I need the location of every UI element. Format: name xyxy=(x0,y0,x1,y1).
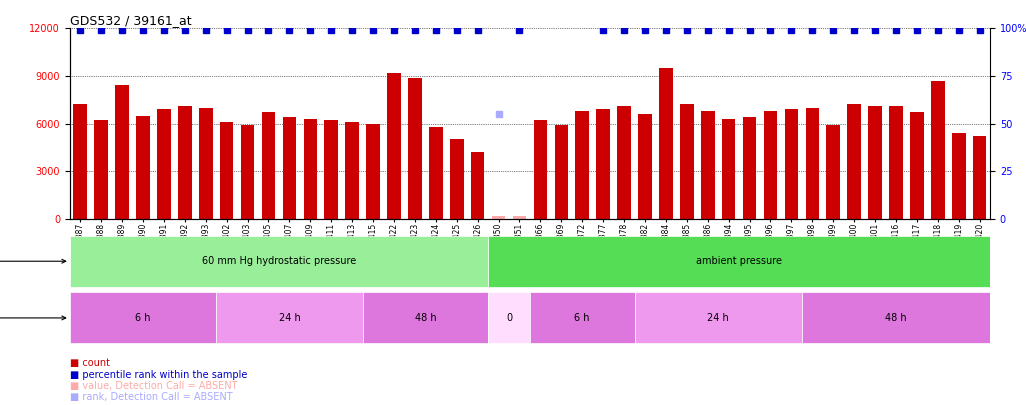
Bar xyxy=(177,106,192,219)
Bar xyxy=(513,215,526,219)
Text: 60 mm Hg hydrostatic pressure: 60 mm Hg hydrostatic pressure xyxy=(202,256,356,266)
Text: 48 h: 48 h xyxy=(885,313,907,323)
Bar xyxy=(387,73,401,219)
Text: time: time xyxy=(0,313,66,323)
Bar xyxy=(868,106,882,219)
Bar xyxy=(408,77,422,219)
Bar xyxy=(362,292,488,343)
Bar xyxy=(491,215,506,219)
Bar xyxy=(722,119,736,219)
Bar xyxy=(554,125,568,219)
Bar xyxy=(952,133,965,219)
Bar xyxy=(366,124,380,219)
Bar xyxy=(802,292,990,343)
Bar xyxy=(74,104,87,219)
Text: 24 h: 24 h xyxy=(707,313,729,323)
Bar xyxy=(530,292,634,343)
Bar xyxy=(534,120,547,219)
Bar xyxy=(346,122,359,219)
Bar xyxy=(220,122,234,219)
Text: 6 h: 6 h xyxy=(135,313,151,323)
Bar xyxy=(763,111,778,219)
Text: ■ percentile rank within the sample: ■ percentile rank within the sample xyxy=(70,370,247,380)
Bar xyxy=(701,111,714,219)
Text: 24 h: 24 h xyxy=(278,313,301,323)
Bar xyxy=(70,236,488,287)
Text: ■ value, Detection Call = ABSENT: ■ value, Detection Call = ABSENT xyxy=(70,381,237,391)
Bar xyxy=(304,119,317,219)
Text: 0: 0 xyxy=(506,313,512,323)
Bar xyxy=(157,109,170,219)
Bar xyxy=(70,292,216,343)
Text: ambient pressure: ambient pressure xyxy=(696,256,782,266)
Bar xyxy=(847,104,861,219)
Bar xyxy=(785,109,798,219)
Bar xyxy=(262,113,275,219)
Bar xyxy=(488,292,529,343)
Text: 48 h: 48 h xyxy=(415,313,436,323)
Bar xyxy=(596,109,609,219)
Bar xyxy=(826,125,840,219)
Bar xyxy=(94,120,108,219)
Bar xyxy=(890,106,903,219)
Bar xyxy=(324,120,338,219)
Bar xyxy=(931,81,945,219)
Text: ■ rank, Detection Call = ABSENT: ■ rank, Detection Call = ABSENT xyxy=(70,392,233,403)
Bar xyxy=(115,85,129,219)
Bar xyxy=(910,113,923,219)
Bar xyxy=(618,106,631,219)
Bar xyxy=(241,125,254,219)
Bar xyxy=(429,127,442,219)
Text: 6 h: 6 h xyxy=(575,313,590,323)
Bar xyxy=(488,236,990,287)
Bar xyxy=(199,108,212,219)
Bar xyxy=(136,115,150,219)
Bar xyxy=(805,108,819,219)
Bar xyxy=(576,111,589,219)
Text: ■ count: ■ count xyxy=(70,358,110,369)
Text: protocol: protocol xyxy=(0,256,66,266)
Bar xyxy=(216,292,362,343)
Bar xyxy=(638,114,652,219)
Bar xyxy=(659,68,673,219)
Bar xyxy=(450,139,464,219)
Text: GDS532 / 39161_at: GDS532 / 39161_at xyxy=(70,14,192,27)
Bar xyxy=(973,136,986,219)
Bar xyxy=(634,292,802,343)
Bar xyxy=(471,152,484,219)
Bar xyxy=(743,117,756,219)
Bar xyxy=(680,104,694,219)
Bar xyxy=(282,117,297,219)
